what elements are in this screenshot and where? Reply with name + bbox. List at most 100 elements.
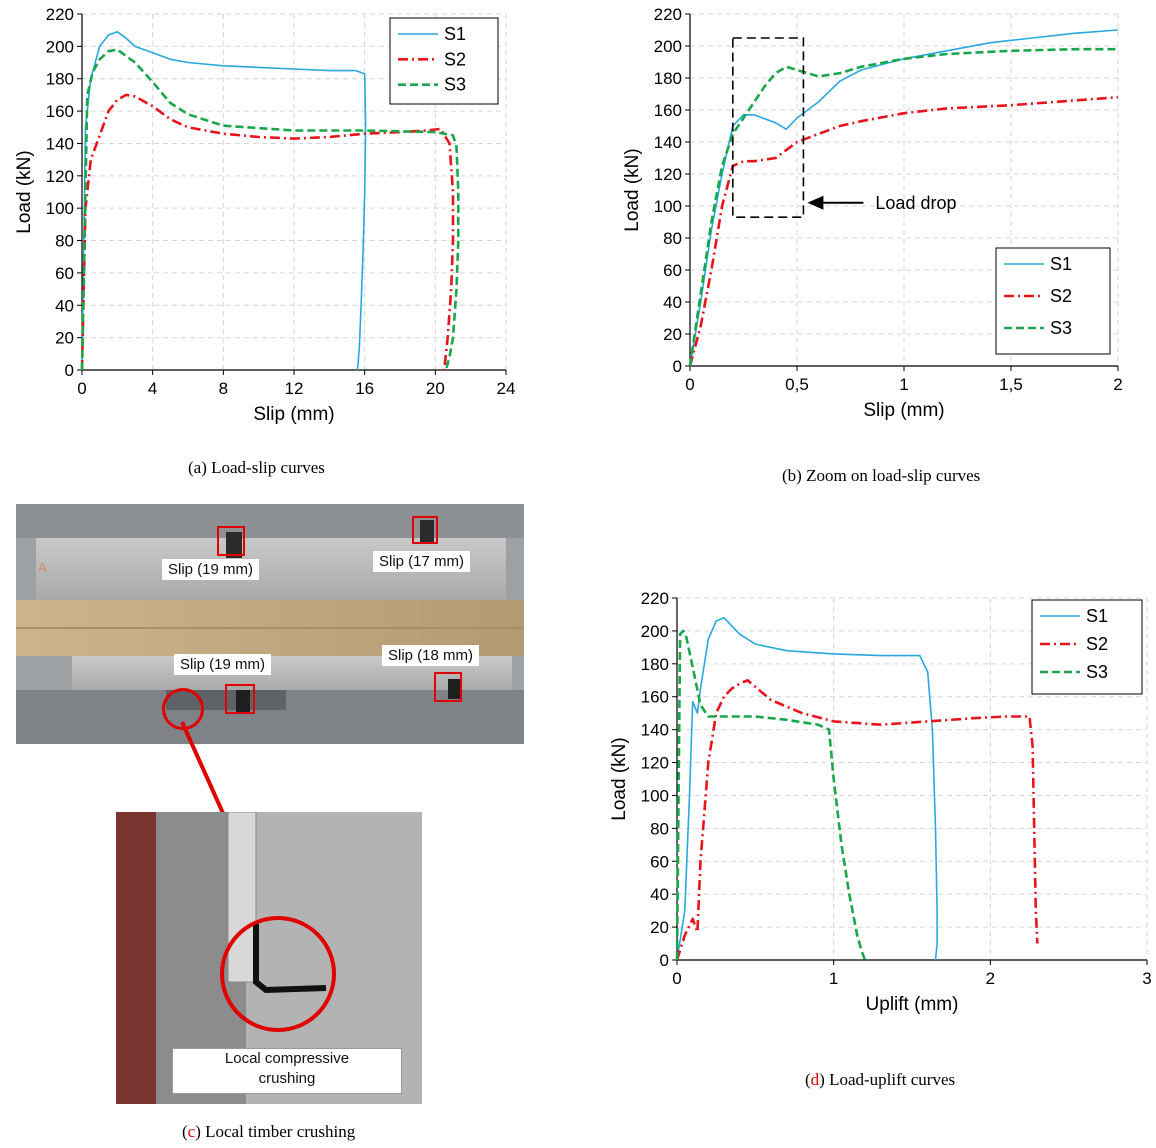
chart-a-x-tick-label: 24 <box>497 379 516 398</box>
chart-b-series-s2 <box>688 95 1119 367</box>
chart-b-x-tick-label: 0 <box>685 375 694 394</box>
crushing-circle-small <box>162 688 204 730</box>
chart-a-y-tick-label: 180 <box>46 70 74 89</box>
crushing-label: Local compressive crushing <box>172 1048 402 1094</box>
chart-d-y-tick-label: 20 <box>650 918 669 937</box>
chart-b-annotation: Load drop <box>875 193 956 213</box>
chart-a-x-tick-label: 4 <box>148 379 157 398</box>
slip-marker-bottom-left <box>225 684 255 714</box>
chart-d-legend-label-s2: S2 <box>1086 634 1108 654</box>
crushing-closeup-photo: Local compressive crushing <box>116 812 422 1104</box>
slip-marker-top-left <box>217 526 245 556</box>
chart-b-legend-label-s1: S1 <box>1050 254 1072 274</box>
chart-d-y-axis-label: Load (kN) <box>609 737 630 820</box>
chart-b-y-tick-label: 80 <box>663 229 682 248</box>
chart-b-y-tick-label: 40 <box>663 293 682 312</box>
chart-b-series-s3 <box>688 47 1118 367</box>
chart-a-y-tick-label: 0 <box>65 361 74 380</box>
chart-b-y-tick-label: 200 <box>654 37 682 56</box>
chart-a-y-tick-label: 160 <box>46 102 74 121</box>
crushing-label-line1: Local compressive <box>224 1050 350 1067</box>
chart-d-y-tick-label: 0 <box>660 951 669 970</box>
chart-a-x-tick-label: 0 <box>77 379 86 398</box>
specimen-photo-image: A <box>16 504 524 744</box>
chart-b-load-drop-arrow-head <box>807 195 824 210</box>
chart-a-series-s3 <box>80 48 460 371</box>
chart-a-y-tick-label: 220 <box>46 5 74 24</box>
chart-a-y-axis-label: Load (kN) <box>14 150 35 233</box>
chart-a-x-tick-label: 8 <box>219 379 228 398</box>
chart-b-y-axis-label: Load (kN) <box>622 148 643 231</box>
specimen-photo: A Slip (19 mm) Slip (17 mm) Slip (19 mm)… <box>16 504 524 744</box>
chart-b-y-tick-label: 20 <box>663 325 682 344</box>
slip-label-bottom-left: Slip (19 mm) <box>174 654 272 675</box>
chart-b-series-s1 <box>689 29 1119 367</box>
chart-b-y-tick-label: 120 <box>654 165 682 184</box>
chart-d-legend-label-s1: S1 <box>1086 606 1108 626</box>
chart-a-legend-label-s2: S2 <box>444 49 466 69</box>
chart-a-y-tick-label: 80 <box>55 232 74 251</box>
chart-d-y-tick-label: 100 <box>641 786 669 805</box>
caption-c: (c) Local timber crushing <box>182 1122 355 1142</box>
slip-label-top-left: Slip (19 mm) <box>162 559 260 580</box>
chart-a-y-tick-label: 40 <box>55 296 74 315</box>
crushing-label-line2: crushing <box>258 1070 316 1087</box>
chart-d-y-tick-label: 140 <box>641 721 669 740</box>
load-slip-chart: 0 4 8 12 16 20 24 0 20 40 60 80 100 120 140 160 180 200 22… <box>14 5 516 425</box>
slip-label-top-right: Slip (17 mm) <box>373 551 471 572</box>
caption-c-open: ( <box>182 1122 188 1141</box>
crushing-circle-large <box>220 916 336 1032</box>
chart-d-y-tick-label: 80 <box>650 819 669 838</box>
chart-a-x-tick-label: 12 <box>285 379 304 398</box>
chart-d-x-tick-label: 3 <box>1142 969 1151 988</box>
chart-d-y-tick-label: 120 <box>641 754 669 773</box>
load-uplift-chart: 0 1 2 3 0 20 40 60 80 100 120 140 160 180 200 220 Uplift… <box>609 589 1152 1015</box>
chart-d-series-s3 <box>675 629 867 961</box>
chart-d-x-axis-label: Uplift (mm) <box>866 994 959 1015</box>
chart-b-y-tick-label: 160 <box>654 101 682 120</box>
chart-a-x-axis-label: Slip (mm) <box>253 404 334 425</box>
chart-d-series-s2 <box>675 679 1039 961</box>
chart-d-x-tick-label: 2 <box>986 969 995 988</box>
chart-b-x-tick-label: 1,5 <box>999 375 1023 394</box>
chart-a-legend-label-s1: S1 <box>444 24 466 44</box>
chart-b-legend <box>995 247 1111 355</box>
chart-a-x-tick-label: 16 <box>355 379 374 398</box>
chart-d-y-tick-label: 60 <box>650 852 669 871</box>
chart-a-legend-label-s3: S3 <box>444 75 466 95</box>
chart-a-y-tick-label: 120 <box>46 167 74 186</box>
chart-d-legend-label-s3: S3 <box>1086 662 1108 682</box>
chart-d-legend <box>1031 599 1143 695</box>
svg-text:A: A <box>38 560 47 575</box>
chart-b-x-tick-label: 0,5 <box>785 375 809 394</box>
chart-b-y-tick-label: 140 <box>654 133 682 152</box>
chart-a-series-s2 <box>80 93 455 371</box>
chart-b-y-tick-label: 60 <box>663 261 682 280</box>
caption-d: (d) Load-uplift curves <box>805 1070 955 1090</box>
chart-a-y-tick-label: 20 <box>55 329 74 348</box>
caption-d-open: ( <box>805 1070 811 1089</box>
chart-d-x-tick-label: 1 <box>829 969 838 988</box>
chart-d-y-tick-label: 220 <box>641 589 669 608</box>
chart-d-x-tick-label: 0 <box>672 969 681 988</box>
chart-b-load-drop-box <box>732 37 805 218</box>
caption-b: (b) Zoom on load-slip curves <box>782 466 981 485</box>
chart-b-x-tick-label: 2 <box>1113 375 1122 394</box>
chart-b-x-axis-label: Slip (mm) <box>863 400 944 421</box>
chart-a-y-tick-label: 200 <box>46 37 74 56</box>
caption-d-text: ) Load-uplift curves <box>819 1070 956 1089</box>
slip-label-bottom-right: Slip (18 mm) <box>382 645 480 666</box>
chart-a-series-s1 <box>81 31 367 371</box>
chart-b-y-tick-label: 0 <box>673 357 682 376</box>
chart-b-legend-label-s2: S2 <box>1050 286 1072 306</box>
chart-b-legend-label-s3: S3 <box>1050 318 1072 338</box>
chart-d-series-s1 <box>676 616 938 961</box>
chart-b-y-tick-label: 180 <box>654 69 682 88</box>
slip-marker-top-right <box>412 516 438 544</box>
chart-a-legend <box>389 17 499 105</box>
chart-d-y-tick-label: 160 <box>641 688 669 707</box>
caption-a: (a) Load-slip curves <box>188 458 325 477</box>
chart-d-y-tick-label: 180 <box>641 655 669 674</box>
chart-d-y-tick-label: 200 <box>641 622 669 641</box>
caption-d-letter: d <box>810 1070 820 1089</box>
